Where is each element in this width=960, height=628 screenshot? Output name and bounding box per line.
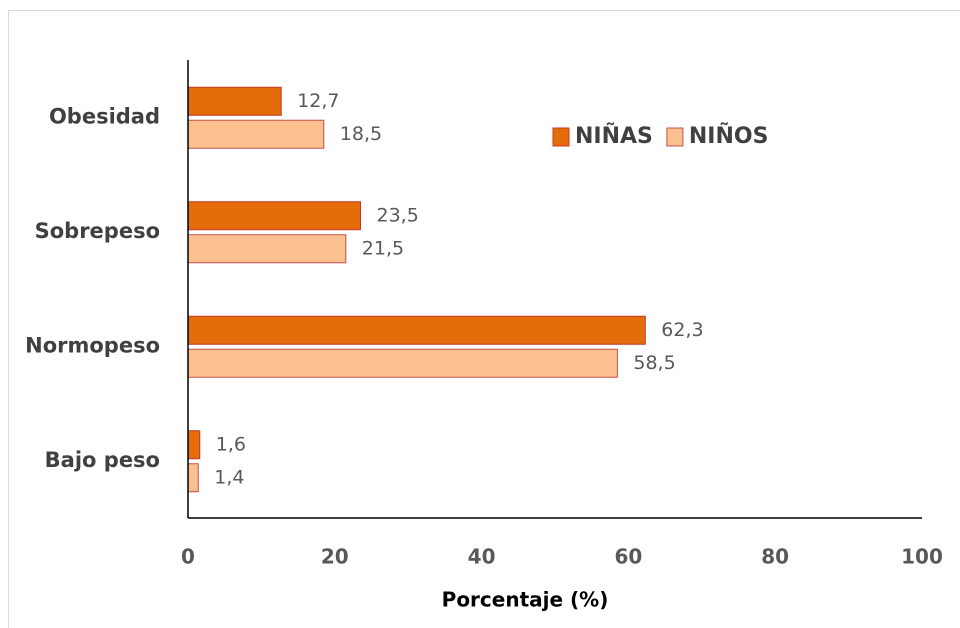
value-label: 21,5 (362, 237, 404, 259)
x-tick-label: 40 (468, 545, 496, 569)
y-tick-label: Normopeso (25, 333, 160, 357)
x-tick-label: 0 (181, 545, 195, 569)
bar (187, 315, 646, 345)
x-axis-title: Porcentaje (%) (442, 588, 609, 612)
x-tick-label: 60 (614, 545, 642, 569)
bar (187, 430, 201, 460)
legend-label: NIÑAS (575, 123, 653, 149)
bar (187, 234, 347, 264)
y-tick-label: Obesidad (49, 104, 160, 128)
legend-label: NIÑOS (689, 123, 769, 149)
x-tick-label: 100 (901, 545, 943, 569)
value-label: 1,6 (216, 433, 246, 455)
bar (187, 86, 282, 116)
x-tick-label: 80 (761, 545, 789, 569)
value-label: 23,5 (376, 204, 418, 226)
value-label: 1,4 (214, 466, 244, 488)
value-label: 18,5 (340, 123, 382, 145)
chart-border (8, 10, 960, 628)
value-label: 12,7 (297, 90, 339, 112)
legend-swatch (666, 127, 684, 147)
bar (187, 348, 618, 378)
x-tick-label: 20 (321, 545, 349, 569)
value-label: 58,5 (633, 352, 675, 374)
legend-swatch (552, 127, 570, 147)
value-label: 62,3 (661, 319, 703, 341)
bar (187, 119, 325, 149)
bar (187, 201, 361, 231)
y-tick-label: Sobrepeso (35, 219, 160, 243)
bar (187, 463, 199, 493)
y-tick-label: Bajo peso (45, 448, 160, 472)
